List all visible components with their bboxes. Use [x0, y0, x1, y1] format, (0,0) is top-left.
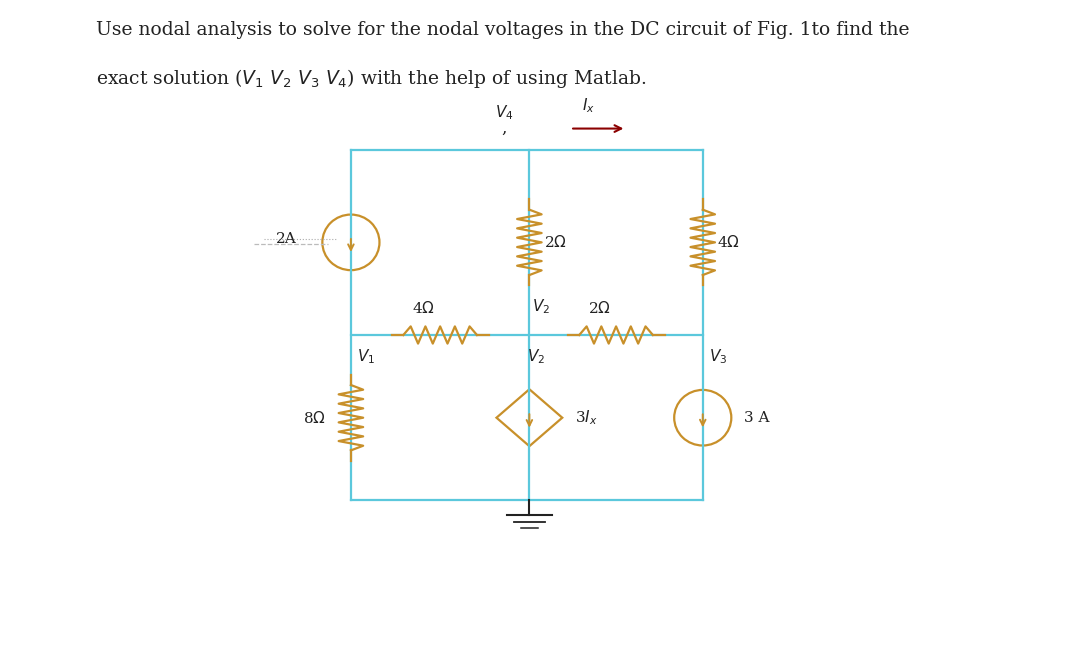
- Text: $V_2$: $V_2$: [532, 297, 551, 316]
- Text: ,: ,: [501, 120, 507, 137]
- Text: 2$\Omega$: 2$\Omega$: [589, 300, 611, 316]
- Text: $V_1$: $V_1$: [357, 347, 375, 366]
- Text: 3 A: 3 A: [743, 411, 769, 425]
- Text: 3$I_x$: 3$I_x$: [575, 408, 597, 427]
- Text: 8$\Omega$: 8$\Omega$: [302, 410, 325, 425]
- Text: 2$\Omega$: 2$\Omega$: [543, 234, 567, 251]
- Text: $V_3$: $V_3$: [708, 347, 727, 366]
- Text: $V_2$: $V_2$: [527, 347, 545, 366]
- Text: 4$\Omega$: 4$\Omega$: [413, 300, 435, 316]
- Text: exact solution ($V_1$ $V_2$ $V_3$ $V_4$) with the help of using Matlab.: exact solution ($V_1$ $V_2$ $V_3$ $V_4$)…: [96, 67, 647, 90]
- Text: $V_4$: $V_4$: [495, 103, 513, 122]
- Text: Use nodal analysis to solve for the nodal voltages in the DC circuit of Fig. 1to: Use nodal analysis to solve for the noda…: [96, 21, 909, 39]
- Text: $I_x$: $I_x$: [582, 96, 594, 115]
- Text: 2A: 2A: [276, 232, 297, 246]
- Text: 4$\Omega$: 4$\Omega$: [717, 234, 740, 251]
